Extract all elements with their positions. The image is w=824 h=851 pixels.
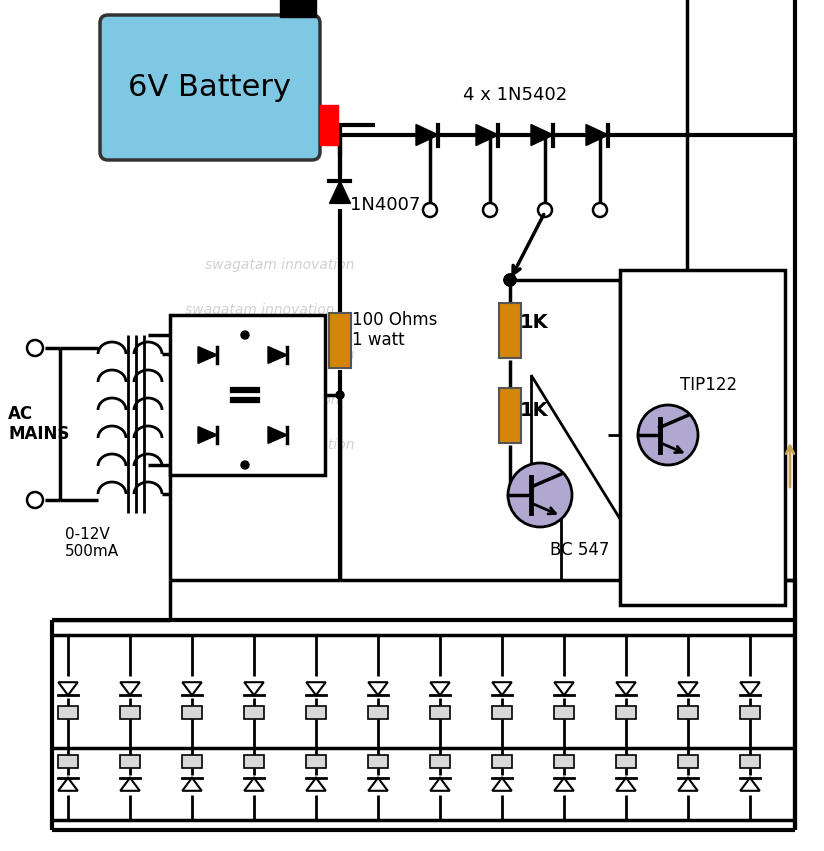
Circle shape [423, 203, 437, 217]
Bar [320, 105, 338, 145]
Text: TIP122: TIP122 [680, 376, 737, 394]
Bar [499, 387, 521, 443]
Polygon shape [476, 124, 499, 146]
Bar [368, 755, 388, 768]
Text: AC
MAINS: AC MAINS [8, 404, 69, 443]
Text: swagatam innovation: swagatam innovation [205, 438, 355, 452]
Polygon shape [430, 778, 450, 791]
Circle shape [504, 274, 516, 286]
Polygon shape [244, 778, 264, 791]
Polygon shape [307, 683, 325, 695]
Polygon shape [268, 426, 288, 443]
Polygon shape [368, 778, 388, 791]
Polygon shape [555, 778, 574, 791]
Bar [306, 705, 326, 718]
Circle shape [27, 492, 43, 508]
Polygon shape [740, 778, 760, 791]
Polygon shape [244, 683, 264, 695]
Bar [499, 302, 521, 357]
Bar [492, 755, 512, 768]
Polygon shape [492, 683, 512, 695]
Bar [120, 755, 140, 768]
Bar [740, 705, 760, 718]
Circle shape [593, 203, 607, 217]
Polygon shape [120, 778, 140, 791]
Bar [430, 705, 450, 718]
Polygon shape [59, 778, 77, 791]
Text: swagatam innovation: swagatam innovation [185, 303, 335, 317]
Bar [620, 270, 785, 605]
Polygon shape [307, 778, 325, 791]
Polygon shape [616, 778, 636, 791]
Text: 100 Ohms
1 watt: 100 Ohms 1 watt [352, 311, 438, 350]
Text: swagatam innovation: swagatam innovation [205, 348, 355, 362]
Polygon shape [678, 683, 698, 695]
Text: swagatam innovation: swagatam innovation [205, 258, 355, 272]
Bar [120, 705, 140, 718]
Circle shape [483, 203, 497, 217]
Circle shape [336, 391, 344, 399]
Bar [244, 755, 264, 768]
Bar [170, 315, 325, 475]
Polygon shape [555, 683, 574, 695]
Bar [182, 755, 202, 768]
Polygon shape [492, 778, 512, 791]
Bar [329, 312, 351, 368]
Text: 1K: 1K [520, 312, 549, 332]
Bar [58, 755, 78, 768]
Polygon shape [198, 346, 218, 363]
FancyBboxPatch shape [100, 15, 320, 160]
Bar [554, 755, 574, 768]
Text: 0-12V
500mA: 0-12V 500mA [65, 527, 119, 559]
Text: 4 x 1N5402: 4 x 1N5402 [463, 86, 567, 104]
Bar [554, 705, 574, 718]
Bar [678, 755, 698, 768]
Polygon shape [616, 683, 636, 695]
Bar [740, 755, 760, 768]
Polygon shape [416, 124, 438, 146]
Polygon shape [268, 346, 288, 363]
Bar [244, 705, 264, 718]
Circle shape [241, 461, 249, 469]
Circle shape [241, 331, 249, 339]
Text: 1N4007: 1N4007 [350, 196, 420, 214]
Polygon shape [678, 778, 698, 791]
Bar [616, 705, 636, 718]
Polygon shape [330, 181, 350, 203]
Bar [280, 0, 316, 17]
Text: 1K: 1K [520, 401, 549, 420]
Polygon shape [430, 683, 450, 695]
Bar [368, 705, 388, 718]
Bar [430, 755, 450, 768]
Text: swagatam innovation: swagatam innovation [190, 393, 339, 407]
Circle shape [638, 405, 698, 465]
Bar [58, 705, 78, 718]
Polygon shape [59, 683, 77, 695]
Polygon shape [740, 683, 760, 695]
Circle shape [508, 463, 572, 527]
Circle shape [27, 340, 43, 356]
Circle shape [504, 274, 516, 286]
Bar [678, 705, 698, 718]
Polygon shape [531, 124, 554, 146]
Text: BC 547: BC 547 [550, 541, 610, 559]
Polygon shape [120, 683, 140, 695]
Polygon shape [586, 124, 608, 146]
Polygon shape [198, 426, 218, 443]
Text: 6V Battery: 6V Battery [129, 73, 292, 102]
Circle shape [538, 203, 552, 217]
Bar [616, 755, 636, 768]
Polygon shape [368, 683, 388, 695]
Bar [182, 705, 202, 718]
Polygon shape [182, 683, 202, 695]
Bar [306, 755, 326, 768]
Polygon shape [182, 778, 202, 791]
Bar [492, 705, 512, 718]
